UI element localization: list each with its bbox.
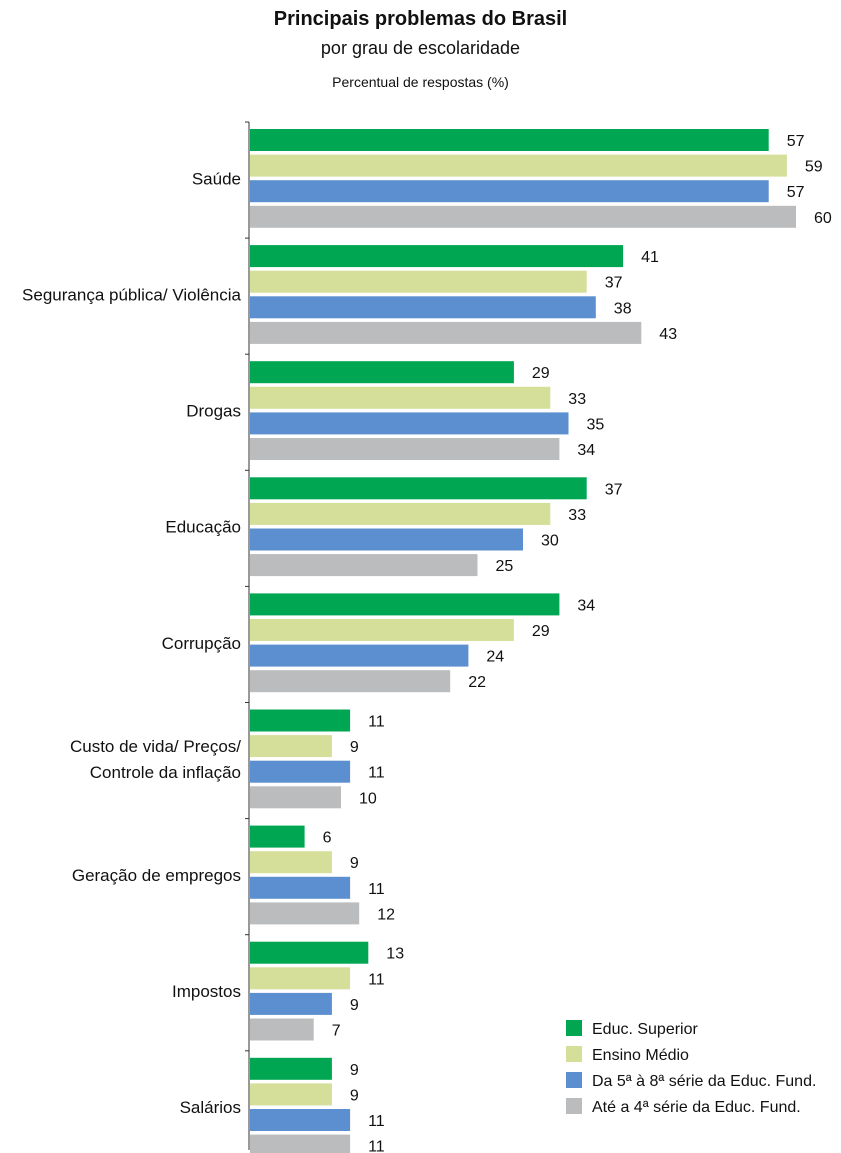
bar <box>250 967 351 990</box>
bar <box>250 502 551 525</box>
bar <box>250 670 451 693</box>
data-label: 59 <box>805 159 823 176</box>
legend-label: Educ. Superior <box>592 1021 699 1038</box>
bar <box>250 361 514 384</box>
category-label: Segurança pública/ Violência <box>22 286 241 305</box>
category-label: Salários <box>180 1098 241 1117</box>
category-label: Impostos <box>172 982 241 1001</box>
bar <box>250 1083 332 1106</box>
data-label: 22 <box>468 674 486 691</box>
data-label: 29 <box>532 365 550 382</box>
data-label: 25 <box>496 558 514 575</box>
data-label: 9 <box>350 855 359 872</box>
category-label: Drogas <box>186 402 241 421</box>
legend-swatch <box>566 1098 582 1114</box>
data-label: 38 <box>614 300 632 317</box>
chart-title: Principais problemas do Brasil <box>273 8 568 30</box>
data-label: 43 <box>659 326 677 343</box>
bar <box>250 876 351 899</box>
bar <box>250 735 332 758</box>
category-label: Corrupção <box>162 634 241 653</box>
data-label: 9 <box>350 1087 359 1104</box>
data-label: 11 <box>368 1139 385 1153</box>
data-label: 11 <box>368 1113 385 1130</box>
chart-subtitle: por grau de escolaridade <box>320 38 521 58</box>
data-label: 11 <box>368 765 385 782</box>
data-label: 35 <box>587 416 605 433</box>
bar <box>250 1057 332 1080</box>
data-label: 41 <box>641 249 659 266</box>
bar <box>250 1134 351 1153</box>
bar <box>250 321 642 344</box>
data-label: 10 <box>359 790 377 807</box>
bar <box>250 709 351 732</box>
data-label: 7 <box>332 1023 341 1040</box>
bar <box>250 760 351 783</box>
bar <box>250 154 787 177</box>
data-label: 11 <box>368 714 385 731</box>
chart-unit-label: Percentual de respostas (%) <box>332 74 509 90</box>
data-label: 60 <box>814 210 832 227</box>
legend-label: Ensino Médio <box>592 1047 689 1064</box>
bar <box>250 554 478 577</box>
category-label: Saúde <box>192 169 241 188</box>
bar <box>250 180 769 203</box>
bar <box>250 528 523 551</box>
data-label: 33 <box>568 391 586 408</box>
data-label: 37 <box>605 275 623 292</box>
category-label: Custo de vida/ Preços/ <box>70 737 241 756</box>
bar <box>250 644 469 667</box>
data-label: 57 <box>787 184 805 201</box>
data-label: 13 <box>386 946 404 963</box>
data-label: 29 <box>532 623 550 640</box>
bar <box>250 851 332 874</box>
data-label: 33 <box>568 507 586 524</box>
legend-label: Da 5ª à 8ª série da Educ. Fund. <box>592 1073 816 1090</box>
bar <box>250 129 769 151</box>
data-label: 6 <box>323 830 332 847</box>
data-label: 9 <box>350 997 359 1014</box>
bar <box>250 593 560 616</box>
bar <box>250 477 587 500</box>
legend-swatch <box>566 1072 582 1088</box>
data-label: 9 <box>350 739 359 756</box>
data-label: 9 <box>350 1062 359 1079</box>
data-label: 11 <box>368 881 385 898</box>
bar <box>250 992 332 1015</box>
bar <box>250 825 305 848</box>
bar <box>250 786 341 809</box>
bar <box>250 270 587 293</box>
bar <box>250 902 360 925</box>
legend-label: Até a 4ª série da Educ. Fund. <box>592 1099 801 1116</box>
data-label: 11 <box>368 971 385 988</box>
data-label: 12 <box>377 906 395 923</box>
bar <box>250 205 796 228</box>
data-label: 57 <box>787 133 805 150</box>
data-label: 30 <box>541 533 559 550</box>
category-label: Controle da inflação <box>90 763 241 782</box>
legend-swatch <box>566 1020 582 1036</box>
bar <box>250 245 624 268</box>
bar <box>250 1109 351 1131</box>
category-label: Educação <box>165 518 241 537</box>
bar <box>250 412 569 435</box>
bar <box>250 438 560 460</box>
bar <box>250 941 369 964</box>
bar <box>250 619 514 641</box>
data-label: 24 <box>486 649 504 666</box>
bar <box>250 1018 314 1041</box>
data-label: 37 <box>605 481 623 498</box>
data-label: 34 <box>577 442 595 459</box>
bar <box>250 296 596 319</box>
legend-swatch <box>566 1046 582 1062</box>
category-label: Geração de empregos <box>72 866 241 885</box>
bar <box>250 386 551 409</box>
data-label: 34 <box>577 597 595 614</box>
